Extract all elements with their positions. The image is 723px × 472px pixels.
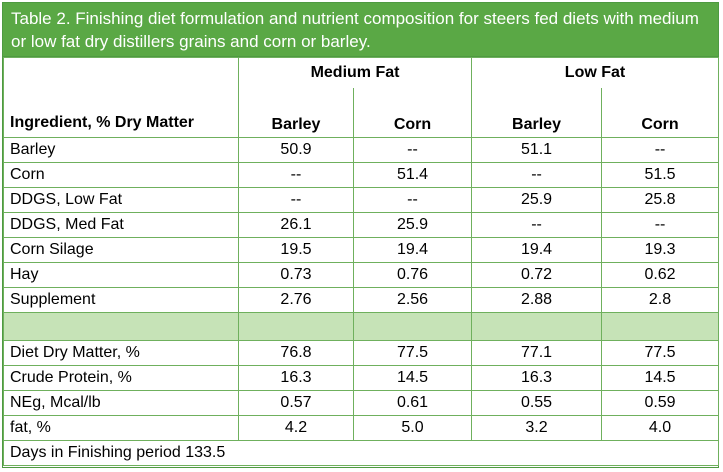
footnote: Days in Finishing period 133.5 bbox=[2, 440, 720, 466]
table-row: Barley 50.9 -- 51.1 -- bbox=[3, 137, 720, 163]
table-cell: 2.76 bbox=[238, 287, 354, 313]
table-cell: 19.5 bbox=[238, 237, 354, 263]
table-cell: 77.1 bbox=[471, 340, 603, 366]
table-row: Corn -- 51.4 -- 51.5 bbox=[3, 162, 720, 188]
group-header-row: Medium Fat Low Fat bbox=[3, 57, 720, 88]
table-cell: 14.5 bbox=[352, 365, 473, 391]
table-cell: 0.57 bbox=[238, 390, 354, 416]
row-label: NEg, Mcal/lb bbox=[3, 390, 239, 416]
group-header-empty bbox=[3, 57, 239, 88]
table-cell: -- bbox=[238, 187, 354, 213]
table-cell: 2.8 bbox=[601, 287, 720, 313]
table-cell: 51.5 bbox=[601, 162, 720, 188]
table-cell: 16.3 bbox=[471, 365, 603, 391]
table-row: Diet Dry Matter, % 76.8 77.5 77.1 77.5 bbox=[3, 340, 720, 366]
table-cell: 16.3 bbox=[238, 365, 354, 391]
row-label: Barley bbox=[3, 137, 239, 163]
table-row: Hay 0.73 0.76 0.72 0.62 bbox=[3, 262, 720, 288]
table-cell: 0.62 bbox=[601, 262, 720, 288]
table-row: DDGS, Low Fat -- -- 25.9 25.8 bbox=[3, 187, 720, 213]
table-cell: 50.9 bbox=[238, 137, 354, 163]
table-cell: 25.9 bbox=[471, 187, 603, 213]
table-cell: -- bbox=[471, 212, 603, 238]
table-row: Corn Silage 19.5 19.4 19.4 19.3 bbox=[3, 237, 720, 263]
table-cell: 0.72 bbox=[471, 262, 603, 288]
table-cell: 2.56 bbox=[352, 287, 473, 313]
table-cell: -- bbox=[352, 187, 473, 213]
divider-cell bbox=[352, 312, 473, 341]
table-cell: 25.9 bbox=[352, 212, 473, 238]
row-label: Hay bbox=[3, 262, 239, 288]
table-cell: -- bbox=[601, 212, 720, 238]
table-cell: 51.1 bbox=[471, 137, 603, 163]
table-row: Supplement 2.76 2.56 2.88 2.8 bbox=[3, 287, 720, 313]
divider-cell bbox=[3, 312, 239, 341]
table-cell: 19.4 bbox=[352, 237, 473, 263]
row-label: Corn bbox=[3, 162, 239, 188]
table-cell: 0.73 bbox=[238, 262, 354, 288]
row-label: DDGS, Med Fat bbox=[3, 212, 239, 238]
divider-cell bbox=[601, 312, 720, 341]
table-cell: 5.0 bbox=[352, 415, 473, 441]
table-cell: 14.5 bbox=[601, 365, 720, 391]
column-header: Barley bbox=[238, 87, 354, 138]
row-header-label: Ingredient, % Dry Matter bbox=[3, 87, 239, 138]
divider-cell bbox=[471, 312, 603, 341]
table-row: DDGS, Med Fat 26.1 25.9 -- -- bbox=[3, 212, 720, 238]
divider-cell bbox=[238, 312, 354, 341]
table-cell: 4.0 bbox=[601, 415, 720, 441]
group-header-low-fat: Low Fat bbox=[471, 57, 720, 88]
table-row: NEg, Mcal/lb 0.57 0.61 0.55 0.59 bbox=[3, 390, 720, 416]
table-cell: -- bbox=[471, 162, 603, 188]
group-header-medium-fat: Medium Fat bbox=[237, 57, 473, 88]
row-label: fat, % bbox=[3, 415, 239, 441]
table-cell: 0.55 bbox=[471, 390, 603, 416]
table-cell: 4.2 bbox=[238, 415, 354, 441]
table-cell: 0.76 bbox=[352, 262, 473, 288]
table-row: fat, % 4.2 5.0 3.2 4.0 bbox=[3, 415, 720, 441]
table-cell: 51.4 bbox=[352, 162, 473, 188]
footnote-row: Days in Finishing period 133.5 bbox=[2, 440, 720, 466]
row-label: Diet Dry Matter, % bbox=[3, 340, 239, 366]
section-divider-row bbox=[3, 312, 720, 341]
table-cell: 0.61 bbox=[352, 390, 473, 416]
table-cell: 19.3 bbox=[601, 237, 720, 263]
table-cell: 2.88 bbox=[471, 287, 603, 313]
table-title: Table 2. Finishing diet formulation and … bbox=[3, 3, 718, 57]
column-header: Corn bbox=[601, 87, 720, 138]
table-cell: -- bbox=[238, 162, 354, 188]
table-cell: 0.59 bbox=[601, 390, 720, 416]
row-label: Crude Protein, % bbox=[3, 365, 239, 391]
table-row: Crude Protein, % 16.3 14.5 16.3 14.5 bbox=[3, 365, 720, 391]
table-cell: 26.1 bbox=[238, 212, 354, 238]
column-header: Barley bbox=[471, 87, 603, 138]
table-cell: -- bbox=[601, 137, 720, 163]
table-cell: 77.5 bbox=[352, 340, 473, 366]
diet-table: Medium Fat Low Fat Ingredient, % Dry Mat… bbox=[2, 57, 720, 466]
table-cell: 25.8 bbox=[601, 187, 720, 213]
table-cell: 76.8 bbox=[238, 340, 354, 366]
table-cell: 3.2 bbox=[471, 415, 603, 441]
table-cell: 77.5 bbox=[601, 340, 720, 366]
table-cell: 19.4 bbox=[471, 237, 603, 263]
row-label: Corn Silage bbox=[3, 237, 239, 263]
row-label: Supplement bbox=[3, 287, 239, 313]
table-cell: -- bbox=[352, 137, 473, 163]
row-label: DDGS, Low Fat bbox=[3, 187, 239, 213]
column-header-row: Ingredient, % Dry Matter Barley Corn Bar… bbox=[3, 87, 720, 138]
column-header: Corn bbox=[352, 87, 473, 138]
